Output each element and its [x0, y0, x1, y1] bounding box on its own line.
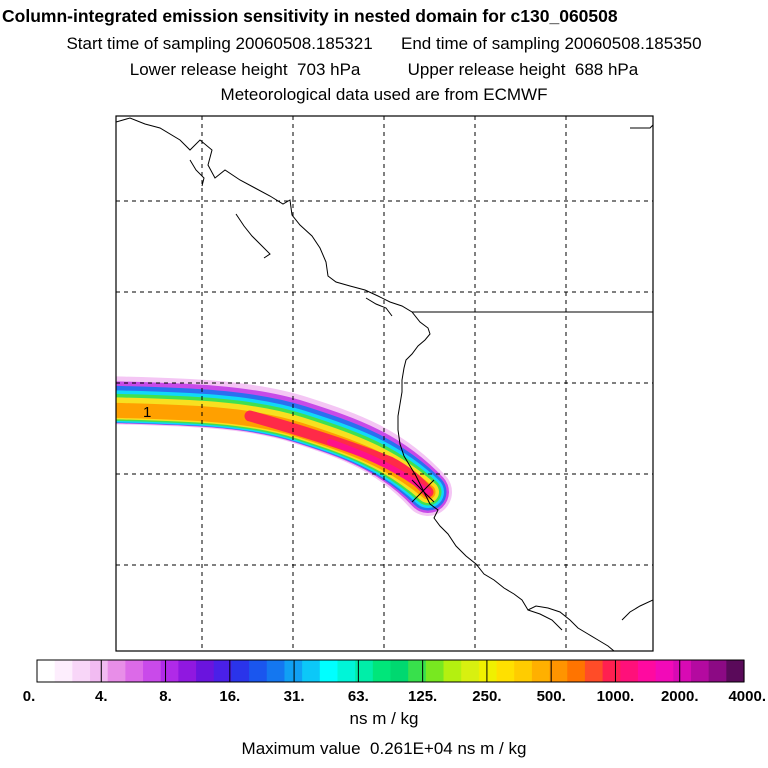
colorbar-swatch — [37, 660, 56, 682]
sampling-times: Start time of sampling 20060508.185321 E… — [0, 34, 768, 54]
coastlines — [116, 117, 653, 651]
release-heights: Lower release height 703 hPa Upper relea… — [0, 60, 768, 80]
met-data-label: Meteorological data used are from ECMWF — [220, 85, 548, 104]
upper-height-label: Upper release height 688 hPa — [407, 60, 639, 79]
colorbar-swatch — [160, 660, 180, 682]
colorbar-swatch — [249, 660, 268, 682]
colorbar-swatch — [284, 660, 303, 682]
colorbar-units: ns m / kg — [349, 709, 419, 728]
colorbar-swatch — [496, 660, 515, 682]
release-point-marker — [411, 479, 435, 503]
colorbar-swatch — [125, 660, 144, 682]
colorbar-swatch — [390, 660, 409, 682]
colorbar-swatch — [337, 660, 356, 682]
colorbar-swatch — [620, 660, 639, 682]
colorbar-swatch — [196, 660, 215, 682]
colorbar-tick-label: 63. — [348, 688, 369, 705]
colorbar-tick-label: 250. — [472, 688, 501, 705]
colorbar-swatch — [567, 660, 586, 682]
colorbar-swatch — [54, 660, 73, 682]
plume-band-magenta — [327, 439, 431, 495]
colorbar-tick-label: 31. — [284, 688, 305, 705]
colorbar-swatch — [107, 660, 126, 682]
colorbar-swatch — [178, 660, 197, 682]
colorbar-tick-label: 16. — [219, 688, 240, 705]
colorbar-tick-label: 2000. — [661, 688, 699, 705]
colorbar-swatches — [37, 660, 745, 682]
colorbar-swatch — [72, 660, 91, 682]
sensitivity-map: 1 — [115, 115, 654, 652]
lower-height-label: Lower release height 703 hPa — [129, 60, 361, 79]
chart-title: Column-integrated emission sensitivity i… — [2, 6, 618, 26]
colorbar-swatch — [319, 660, 339, 682]
colorbar-swatch — [355, 660, 374, 682]
colorbar-swatch — [655, 660, 674, 682]
colorbar-tick-label: 4. — [95, 688, 108, 705]
colorbar-swatch — [425, 660, 445, 682]
colorbar-swatch — [514, 660, 533, 682]
colorbar-swatch — [673, 660, 692, 682]
colorbar: 0. 4. 8. 16. 31. 63. 125. 250. 500. 1000. 2000. 400… — [23, 659, 766, 705]
colorbar-tick-label: 1000. — [597, 688, 635, 705]
colorbar-swatch — [602, 660, 621, 682]
colorbar-swatch — [408, 660, 427, 682]
colorbar-tick-label: 125. — [408, 688, 437, 705]
colorbar-tick-label: 4000. — [728, 688, 766, 705]
colorbar-swatch — [531, 660, 551, 682]
colorbar-swatch — [690, 660, 710, 682]
colorbar-swatch — [443, 660, 462, 682]
colorbar-tick-label: 0. — [23, 688, 36, 705]
map-frame — [115, 115, 654, 652]
start-time-label: Start time of sampling 20060508.185321 — [66, 34, 373, 53]
colorbar-tick-label: 8. — [159, 688, 172, 705]
colorbar-swatch — [584, 660, 604, 682]
plume-layer — [116, 376, 452, 516]
colorbar-swatch — [637, 660, 657, 682]
colorbar-ticks: 0. 4. 8. 16. 31. 63. 125. 250. 500. 1000. 2000. 400… — [23, 660, 766, 705]
colorbar-swatch — [708, 660, 727, 682]
plume-label: 1 — [143, 404, 151, 421]
colorbar-swatch — [478, 660, 498, 682]
colorbar-swatch — [90, 660, 109, 682]
maximum-value-label: Maximum value 0.261E+04 ns m / kg — [241, 739, 527, 758]
end-time-label: End time of sampling 20060508.185350 — [401, 34, 702, 53]
colorbar-swatch — [302, 660, 321, 682]
colorbar-swatch — [213, 660, 233, 682]
gridlines — [116, 116, 653, 651]
colorbar-swatch — [461, 660, 480, 682]
colorbar-swatch — [143, 660, 162, 682]
colorbar-swatch — [231, 660, 250, 682]
colorbar-tick-label: 500. — [537, 688, 566, 705]
colorbar-swatch — [549, 660, 568, 682]
colorbar-swatch — [372, 660, 392, 682]
colorbar-swatch — [726, 660, 745, 682]
colorbar-swatch — [266, 660, 286, 682]
